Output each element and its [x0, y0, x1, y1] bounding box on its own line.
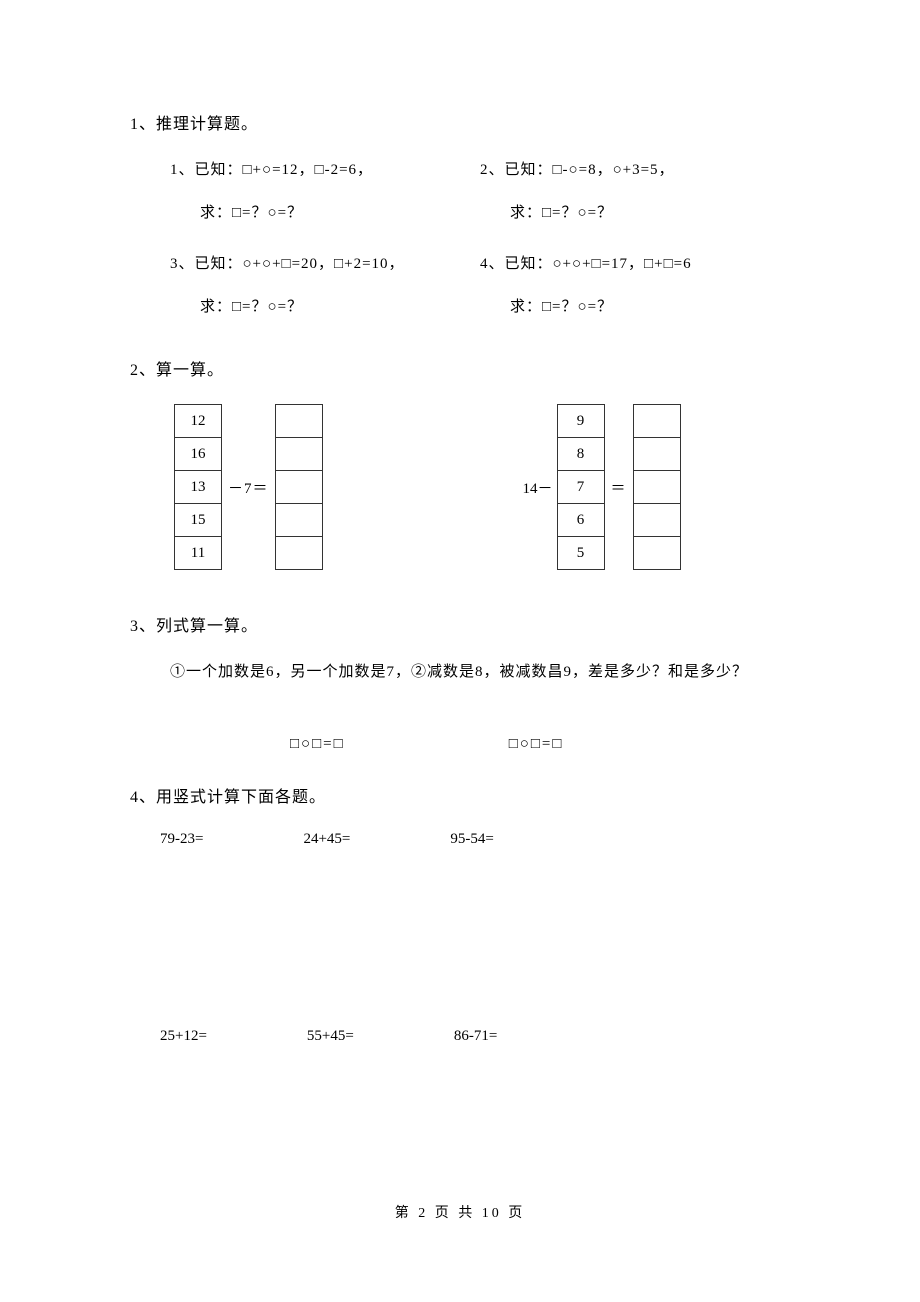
table-cell: [633, 437, 681, 471]
table-cell: [275, 503, 323, 537]
table-cell: 13: [174, 470, 222, 504]
q1-item-1: 1、已知：□+○=12，□-2=6， 求：□=？○=？: [170, 158, 480, 222]
q4-expr: 95-54=: [450, 831, 493, 848]
q4-row-1: 79-23= 24+45= 95-54=: [160, 831, 790, 848]
table-cell: 15: [174, 503, 222, 537]
q2-table-1-inputs: 12 16 13 15 11: [174, 404, 222, 570]
q3-placeholders: □○□=□ □○□=□: [290, 736, 790, 753]
q1-item-3: 3、已知：○+○+□=20，□+2=10， 求：□=？○=？: [170, 252, 480, 316]
q2-table-1-outputs: [275, 404, 323, 570]
q1-item-1-ask: 求：□=？○=？: [200, 201, 480, 222]
q1-item-4-known: 4、已知：○+○+□=17，□+□=6: [480, 252, 790, 273]
q1-item-2: 2、已知：□-○=8，○+3=5， 求：□=？○=？: [480, 158, 790, 222]
q2-heading: 2、算一算。: [130, 356, 790, 380]
q4-row-2: 25+12= 55+45= 86-71=: [160, 1028, 790, 1045]
q3-placeholder-1: □○□=□: [290, 736, 345, 753]
q2-table-1: 12 16 13 15 11 －7＝: [170, 404, 323, 570]
q2-table-2-outputs: [633, 404, 681, 570]
q2-tables: 12 16 13 15 11 －7＝ 14－ 9 8 7 6 5 ＝: [170, 404, 790, 570]
q1-item-3-ask: 求：□=？○=？: [200, 295, 480, 316]
table-cell: 12: [174, 404, 222, 438]
q4-expr: 24+45=: [303, 831, 350, 848]
q3-placeholder-2: □○□=□: [509, 736, 564, 753]
table-cell: [275, 536, 323, 570]
q1-item-2-ask: 求：□=？○=？: [510, 201, 790, 222]
q4-expr: 86-71=: [454, 1028, 497, 1045]
table-cell: [275, 470, 323, 504]
table-cell: [633, 470, 681, 504]
q1-item-4: 4、已知：○+○+□=17，□+□=6 求：□=？○=？: [480, 252, 790, 316]
table-cell: [633, 536, 681, 570]
table-cell: 8: [557, 437, 605, 471]
q1-item-1-known: 1、已知：□+○=12，□-2=6，: [170, 158, 480, 179]
q2-table-2-inputs: 9 8 7 6 5: [557, 404, 605, 570]
q2-table-1-operator: －7＝: [222, 477, 275, 498]
table-cell: 7: [557, 470, 605, 504]
q3-text: ①一个加数是6，另一个加数是7，②减数是8，被减数昌9，差是多少？和是多少？: [170, 660, 790, 681]
q1-item-2-known: 2、已知：□-○=8，○+3=5，: [480, 158, 790, 179]
table-cell: [633, 404, 681, 438]
q1-item-3-known: 3、已知：○+○+□=20，□+2=10，: [170, 252, 480, 273]
q1-heading: 1、推理计算题。: [130, 110, 790, 134]
q2-table-2: 14－ 9 8 7 6 5 ＝: [523, 404, 681, 570]
q4-expr: 25+12=: [160, 1028, 207, 1045]
q2-table-2-operator: ＝: [605, 477, 633, 498]
q4-expr: 55+45=: [307, 1028, 354, 1045]
table-cell: [633, 503, 681, 537]
table-cell: 5: [557, 536, 605, 570]
q4-expr: 79-23=: [160, 831, 203, 848]
q1-item-4-ask: 求：□=？○=？: [510, 295, 790, 316]
table-cell: 6: [557, 503, 605, 537]
table-cell: 16: [174, 437, 222, 471]
table-cell: 9: [557, 404, 605, 438]
table-cell: [275, 404, 323, 438]
q4-heading: 4、用竖式计算下面各题。: [130, 783, 790, 807]
page-footer: 第 2 页 共 10 页: [0, 1202, 920, 1222]
q1-subproblems: 1、已知：□+○=12，□-2=6， 求：□=？○=？ 2、已知：□-○=8，○…: [170, 158, 790, 346]
table-cell: 11: [174, 536, 222, 570]
table-cell: [275, 437, 323, 471]
q2-table-2-prefix: 14－: [523, 477, 553, 498]
q3-heading: 3、列式算一算。: [130, 612, 790, 636]
